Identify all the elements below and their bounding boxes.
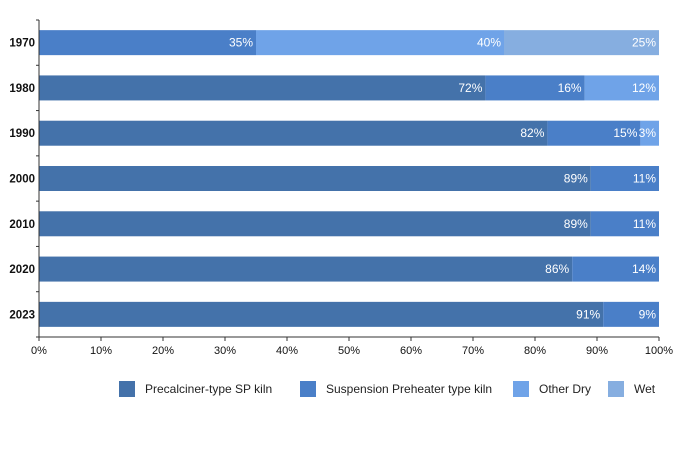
bars-layer: 35% 40% 25% 72% 16% 12% 82% 15% 3% 89% 11% 89% 11% 86… (39, 30, 659, 327)
x-tick-label-30: 30% (214, 345, 236, 357)
y-tick-label-1990: 1990 (9, 128, 35, 140)
x-tick-label-50: 50% (338, 345, 360, 357)
bar-1980-series-2 (584, 75, 659, 101)
data-label-2023-series-1: 9% (639, 307, 657, 321)
x-tick-label-80: 80% (524, 345, 546, 357)
data-label-1970-series-2: 40% (477, 36, 501, 50)
x-tick-label-100: 100% (645, 345, 673, 357)
data-label-1970-series-3: 25% (632, 36, 656, 50)
bar-1990-series-1 (547, 120, 641, 146)
data-label-2010-series-0: 89% (564, 217, 588, 231)
legend-swatch-1 (300, 381, 316, 397)
data-label-2020-series-1: 14% (632, 262, 656, 276)
data-label-1980-series-2: 12% (632, 81, 656, 95)
data-label-2020-series-0: 86% (545, 262, 569, 276)
bar-2023-series-0 (39, 301, 604, 327)
bar-2020-series-1 (572, 256, 659, 282)
bar-2000-series-0 (39, 166, 591, 191)
data-label-1970-series-1: 35% (229, 36, 253, 50)
bar-1970-series-1 (39, 30, 256, 56)
data-label-2023-series-0: 91% (576, 307, 600, 321)
x-tick-label-90: 90% (586, 345, 608, 357)
data-label-1990-series-2: 3% (639, 126, 657, 140)
legend-label-3: Wet (634, 382, 656, 396)
legend: Precalciner-type SP kiln Suspension Prehe… (119, 381, 656, 397)
y-tick-label-2023: 2023 (9, 309, 35, 321)
bar-1990-series-0 (39, 120, 548, 146)
bar-1980-series-1 (485, 75, 585, 101)
x-tick-label-40: 40% (276, 345, 298, 357)
data-label-1990-series-0: 82% (520, 126, 544, 140)
legend-swatch-0 (119, 381, 135, 397)
legend-swatch-3 (608, 381, 624, 397)
legend-label-1: Suspension Preheater type kiln (326, 382, 492, 396)
y-tick-label-2020: 2020 (9, 264, 35, 276)
axes-layer: 1970 1980 1990 2000 2010 2020 2023 0% 10% 20% 30% 4… (9, 19, 673, 357)
bar-1970-series-2 (256, 30, 504, 56)
bar-2000-series-1 (590, 166, 659, 191)
bar-1970-series-3 (504, 30, 659, 56)
bar-2010-series-1 (590, 211, 659, 237)
x-tick-label-0: 0% (31, 345, 47, 357)
x-tick-label-60: 60% (400, 345, 422, 357)
legend-label-0: Precalciner-type SP kiln (145, 382, 272, 396)
y-tick-label-1970: 1970 (9, 38, 35, 50)
y-tick-label-2010: 2010 (9, 219, 35, 231)
bar-2020-series-0 (39, 256, 573, 282)
bar-2023-series-1 (603, 301, 659, 327)
x-tick-label-10: 10% (90, 345, 112, 357)
bar-2010-series-0 (39, 211, 591, 237)
legend-label-2: Other Dry (539, 382, 591, 396)
y-tick-label-1980: 1980 (9, 83, 35, 95)
data-label-2010-series-1: 11% (633, 217, 656, 231)
y-tick-label-2000: 2000 (9, 174, 35, 186)
legend-swatch-2 (513, 381, 529, 397)
data-label-2000-series-0: 89% (564, 172, 588, 186)
data-label-1980-series-0: 72% (458, 81, 482, 95)
data-label-2000-series-1: 11% (633, 172, 656, 186)
data-label-1980-series-1: 16% (558, 81, 582, 95)
bar-1980-series-0 (39, 75, 486, 101)
bar-1990-series-2 (640, 120, 659, 146)
x-tick-label-20: 20% (152, 345, 174, 357)
x-tick-label-70: 70% (462, 345, 484, 357)
data-label-1990-series-1: 15% (613, 126, 637, 140)
